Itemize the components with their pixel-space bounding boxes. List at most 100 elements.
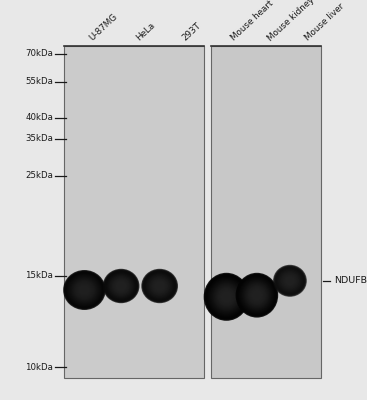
Ellipse shape (73, 279, 96, 301)
Ellipse shape (143, 271, 176, 301)
Ellipse shape (248, 286, 265, 304)
Ellipse shape (217, 286, 236, 307)
Ellipse shape (114, 279, 128, 293)
Ellipse shape (117, 282, 125, 290)
Ellipse shape (212, 282, 241, 312)
Ellipse shape (287, 278, 293, 284)
Ellipse shape (279, 270, 301, 292)
Ellipse shape (275, 267, 305, 295)
Ellipse shape (82, 288, 87, 292)
Ellipse shape (70, 276, 99, 304)
Bar (211, 46, 321, 378)
Ellipse shape (147, 274, 172, 298)
Ellipse shape (284, 276, 295, 286)
Ellipse shape (246, 284, 268, 307)
Text: Mouse heart: Mouse heart (229, 0, 275, 43)
Bar (64, 46, 204, 378)
Ellipse shape (220, 290, 233, 304)
Ellipse shape (152, 279, 167, 293)
Ellipse shape (283, 274, 297, 288)
Ellipse shape (211, 280, 242, 313)
Ellipse shape (110, 276, 132, 296)
Ellipse shape (75, 281, 94, 299)
Text: U-87MG: U-87MG (87, 12, 119, 43)
Text: 10kDa: 10kDa (25, 363, 53, 372)
Ellipse shape (241, 279, 272, 311)
Text: 293T: 293T (181, 21, 203, 43)
Text: NDUFB4: NDUFB4 (334, 276, 367, 285)
Ellipse shape (64, 271, 105, 309)
Ellipse shape (279, 270, 301, 291)
Text: HeLa: HeLa (134, 21, 156, 43)
Ellipse shape (109, 275, 133, 297)
Ellipse shape (282, 273, 298, 288)
Ellipse shape (287, 278, 292, 283)
Ellipse shape (247, 284, 267, 306)
Ellipse shape (213, 282, 240, 311)
Ellipse shape (71, 277, 98, 303)
Ellipse shape (218, 288, 235, 306)
Ellipse shape (254, 292, 259, 298)
Ellipse shape (112, 277, 131, 295)
Ellipse shape (76, 282, 93, 298)
Ellipse shape (103, 269, 139, 303)
Ellipse shape (252, 291, 261, 300)
Ellipse shape (145, 272, 174, 300)
Text: 55kDa: 55kDa (25, 78, 53, 86)
Ellipse shape (106, 272, 136, 300)
Ellipse shape (252, 290, 262, 300)
Ellipse shape (244, 282, 270, 309)
Ellipse shape (141, 269, 178, 303)
Ellipse shape (245, 283, 269, 308)
Ellipse shape (116, 281, 126, 291)
Ellipse shape (68, 274, 101, 306)
Ellipse shape (119, 284, 123, 288)
Ellipse shape (79, 284, 90, 296)
Ellipse shape (104, 270, 138, 302)
Ellipse shape (155, 281, 165, 291)
Ellipse shape (77, 283, 92, 297)
Ellipse shape (156, 282, 163, 290)
Ellipse shape (204, 274, 248, 320)
Ellipse shape (239, 276, 275, 314)
Ellipse shape (281, 272, 299, 289)
Ellipse shape (107, 273, 135, 299)
Ellipse shape (247, 285, 266, 305)
Text: 40kDa: 40kDa (25, 114, 53, 122)
Ellipse shape (243, 280, 271, 310)
Ellipse shape (143, 270, 177, 302)
Ellipse shape (109, 274, 134, 298)
Ellipse shape (117, 282, 126, 290)
Ellipse shape (115, 280, 127, 292)
Ellipse shape (283, 274, 297, 287)
Ellipse shape (276, 267, 304, 294)
Ellipse shape (241, 278, 273, 312)
Ellipse shape (275, 266, 305, 296)
Ellipse shape (146, 273, 174, 299)
Ellipse shape (243, 281, 270, 310)
Ellipse shape (221, 291, 232, 302)
Ellipse shape (80, 286, 89, 294)
Ellipse shape (280, 272, 299, 290)
Ellipse shape (81, 287, 88, 293)
Ellipse shape (148, 275, 171, 297)
Ellipse shape (217, 287, 236, 306)
Ellipse shape (224, 294, 229, 300)
Ellipse shape (285, 276, 295, 285)
Ellipse shape (249, 287, 265, 303)
Ellipse shape (108, 274, 134, 298)
Bar (64, 46, 321, 378)
Ellipse shape (284, 275, 296, 286)
Ellipse shape (210, 280, 243, 314)
Ellipse shape (69, 276, 100, 304)
Ellipse shape (219, 289, 234, 304)
Ellipse shape (149, 276, 170, 296)
Ellipse shape (66, 272, 103, 308)
Ellipse shape (240, 277, 274, 313)
Ellipse shape (111, 276, 131, 296)
Ellipse shape (149, 276, 171, 296)
Ellipse shape (66, 273, 102, 307)
Ellipse shape (223, 293, 230, 301)
Ellipse shape (222, 292, 231, 302)
Ellipse shape (273, 265, 307, 297)
